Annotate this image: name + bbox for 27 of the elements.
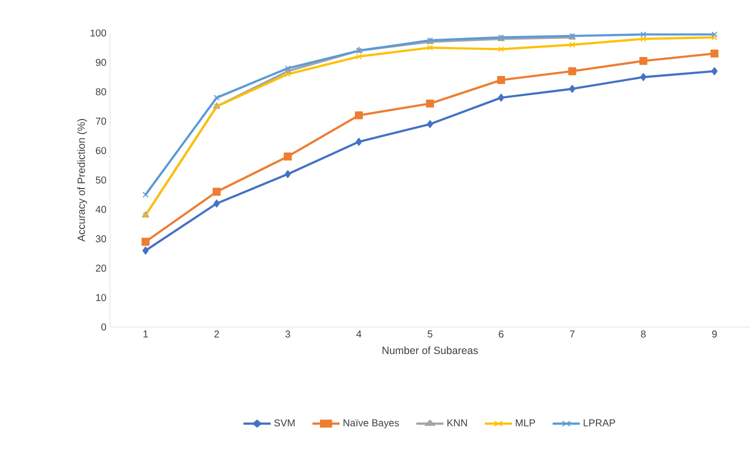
x-tick-label: 5 — [428, 330, 432, 338]
x-tick-label: 8 — [641, 330, 646, 338]
legend-label: SVM — [274, 419, 295, 426]
x-tick-label: 7 — [570, 330, 575, 338]
x-tick-label: 6 — [498, 330, 504, 338]
x-tick-label: 9 — [712, 330, 717, 338]
y-tick-label: 20 — [96, 264, 106, 272]
y-tick-label: 0 — [101, 323, 106, 331]
y-tick-label: 80 — [96, 88, 106, 96]
x-tick-label: 3 — [285, 330, 290, 338]
y-tick-label: 100 — [90, 29, 106, 37]
y-tick-label: 90 — [96, 58, 106, 66]
y-tick-label: 10 — [96, 294, 106, 302]
y-tick-label: 30 — [96, 235, 106, 242]
x-axis-title: Number of Subareas — [382, 346, 478, 354]
legend-label: LPRAP — [584, 419, 616, 426]
y-tick-label: 40 — [96, 206, 106, 213]
y-tick-label: 60 — [96, 147, 106, 154]
x-tick-label: 1 — [144, 330, 148, 338]
legend-label: Naïve Bayes — [344, 419, 399, 428]
y-tick-label: 50 — [96, 176, 106, 184]
x-tick-label: 4 — [356, 330, 362, 338]
x-tick-label: 2 — [214, 330, 219, 338]
y-tick-label: 70 — [96, 118, 106, 125]
legend-label: MLP — [516, 419, 536, 426]
legend-label: KNN — [447, 419, 467, 426]
y-axis-title: Accuracy of Prediction (%) — [77, 119, 88, 242]
